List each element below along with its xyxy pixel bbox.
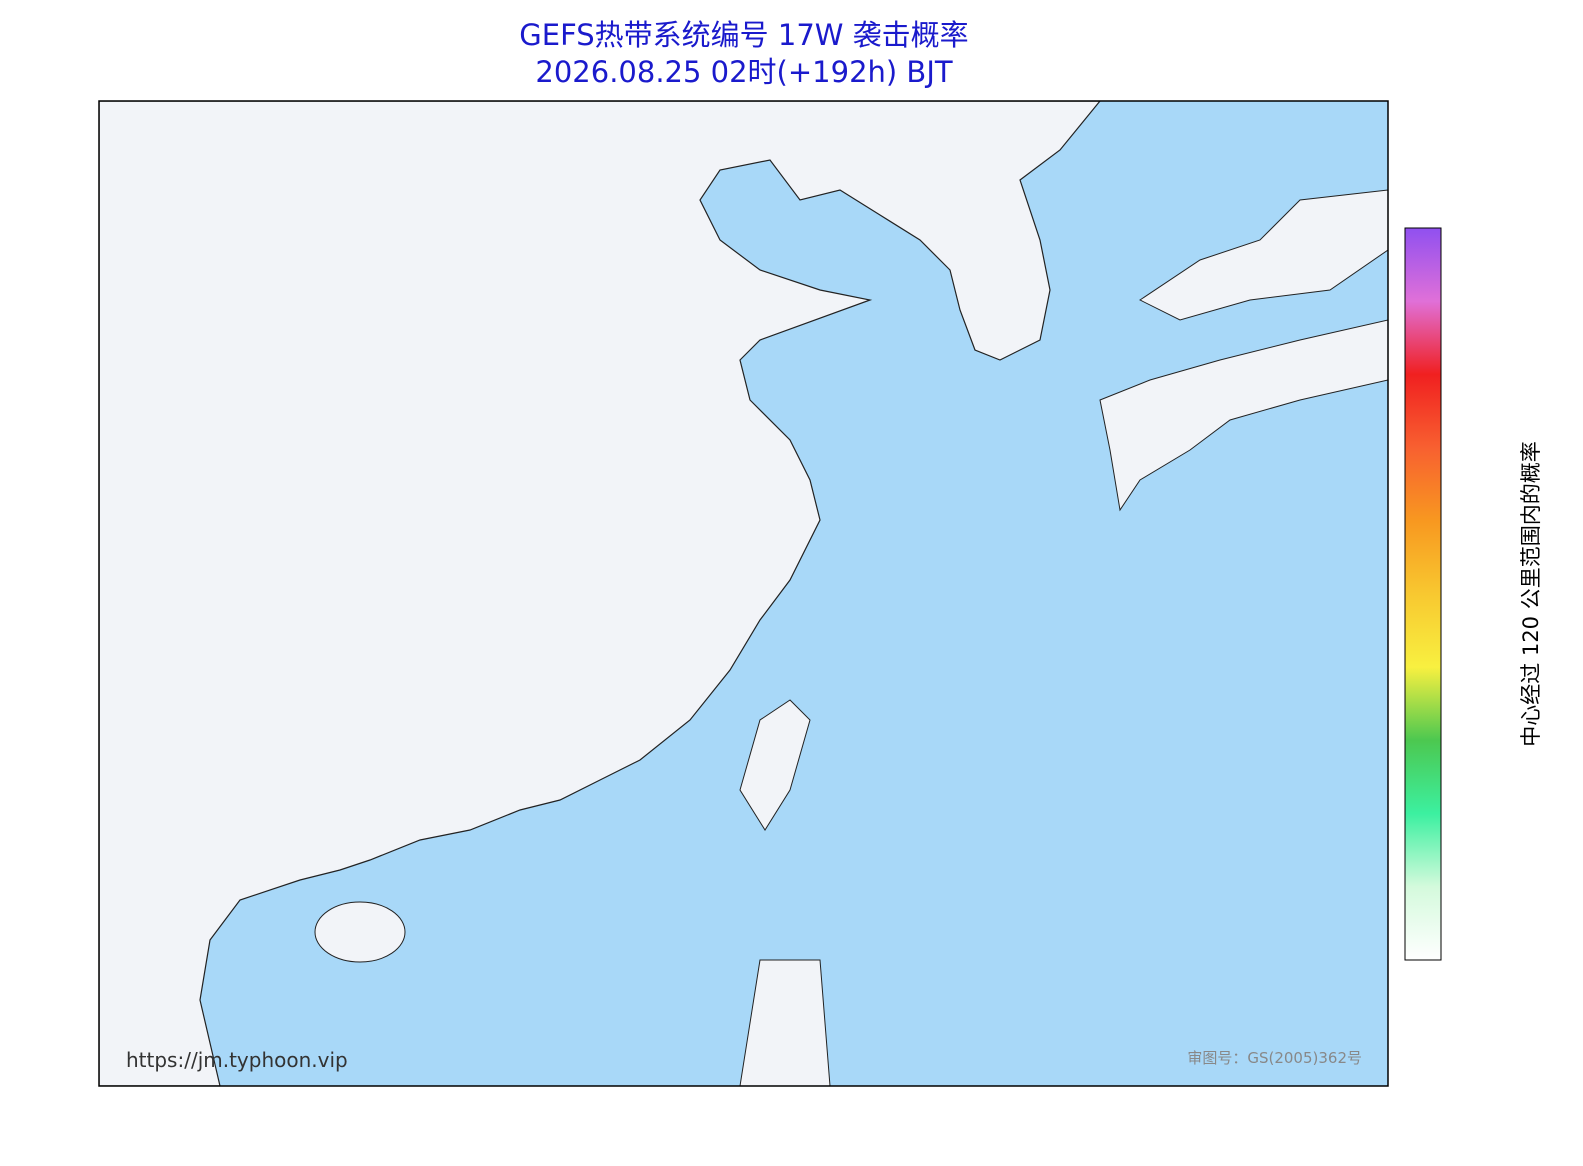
taiwan xyxy=(739,699,811,831)
land xyxy=(99,101,1101,1086)
url: https://jm.typhoon.vip xyxy=(126,1048,348,1072)
colorbar-label: 中心经过 120 公里范围内的概率 xyxy=(1519,441,1543,746)
luzon xyxy=(739,959,831,1086)
colorbar xyxy=(1404,227,1442,961)
title: GEFS热带系统编号 17W 袭击概率 xyxy=(519,18,968,52)
approval: 审图号：GS(2005)362号 xyxy=(1187,1049,1362,1067)
japan xyxy=(1099,319,1388,512)
map-frame xyxy=(98,100,1389,1087)
hainan xyxy=(314,901,406,963)
japan-north xyxy=(1139,101,1388,321)
subtitle: 2026.08.25 02时(+192h) BJT xyxy=(535,55,952,89)
map xyxy=(99,101,1388,1086)
